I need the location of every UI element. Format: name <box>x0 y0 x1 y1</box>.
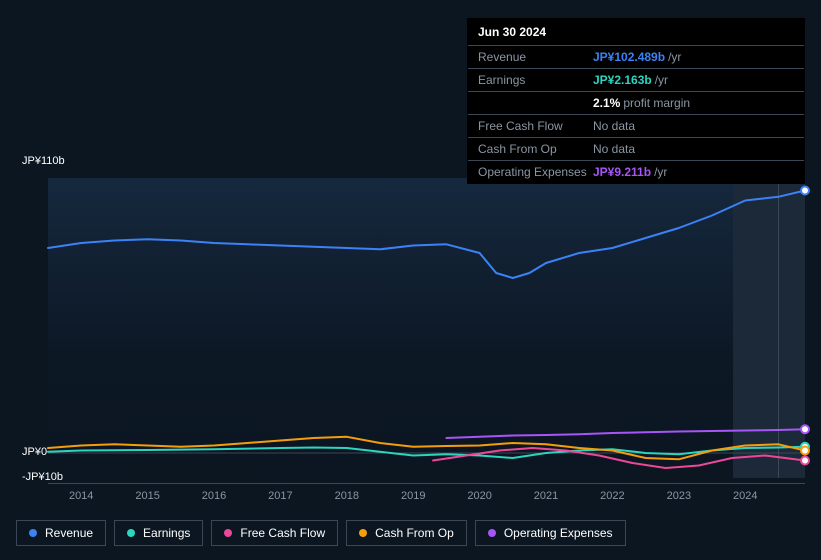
x-tick: 2015 <box>135 490 159 502</box>
tooltip-row-margin: 2.1%profit margin <box>468 92 804 115</box>
series-end-marker-revenue <box>801 187 809 195</box>
chart-lines <box>48 178 805 478</box>
tooltip-row-earnings: EarningsJP¥2.163b/yr <box>468 69 804 92</box>
x-tick: 2016 <box>202 490 226 502</box>
x-tick: 2017 <box>268 490 292 502</box>
tooltip-row-value: 2.1%profit margin <box>593 96 690 110</box>
tooltip-row-label: Cash From Op <box>478 142 593 156</box>
tooltip-row-label <box>478 96 593 110</box>
tooltip-row-label: Operating Expenses <box>478 165 593 179</box>
tooltip-row-fcf: Free Cash FlowNo data <box>468 115 804 138</box>
x-tick: 2024 <box>733 490 757 502</box>
legend-dot-icon <box>127 529 135 537</box>
tooltip-row-cfo: Cash From OpNo data <box>468 138 804 161</box>
tooltip-row-opex: Operating ExpensesJP¥9.211b/yr <box>468 161 804 183</box>
tooltip-row-label: Revenue <box>478 50 593 64</box>
legend-item-free_cash_flow[interactable]: Free Cash Flow <box>211 520 338 546</box>
legend-dot-icon <box>359 529 367 537</box>
financials-chart: JP¥110b JP¥0 -JP¥10b 2014201520162017201… <box>16 155 805 515</box>
legend-dot-icon <box>224 529 232 537</box>
series-line-operating_expenses <box>446 429 805 438</box>
series-line-revenue <box>48 191 805 279</box>
series-end-marker-cash_from_op <box>801 447 809 455</box>
legend-label: Free Cash Flow <box>240 526 325 540</box>
tooltip-date: Jun 30 2024 <box>468 19 804 46</box>
tooltip-row-value: JP¥102.489b/yr <box>593 50 681 64</box>
tooltip-row-label: Earnings <box>478 73 593 87</box>
tooltip-row-value: JP¥9.211b/yr <box>593 165 667 179</box>
legend-label: Operating Expenses <box>504 526 613 540</box>
y-axis-zero-label: JP¥0 <box>22 446 47 458</box>
legend-item-earnings[interactable]: Earnings <box>114 520 203 546</box>
x-tick: 2019 <box>401 490 425 502</box>
legend-item-revenue[interactable]: Revenue <box>16 520 106 546</box>
x-axis: 2014 2015 2016 2017 2018 2019 2020 2021 2022 2023… <box>48 483 805 505</box>
x-tick: 2018 <box>335 490 359 502</box>
tooltip-row-value: No data <box>593 142 635 156</box>
legend-label: Earnings <box>143 526 190 540</box>
legend-dot-icon <box>29 529 37 537</box>
x-tick: 2020 <box>467 490 491 502</box>
tooltip-row-revenue: RevenueJP¥102.489b/yr <box>468 46 804 69</box>
chart-legend: Revenue Earnings Free Cash Flow Cash From O… <box>16 520 626 546</box>
tooltip-row-value: JP¥2.163b/yr <box>593 73 668 87</box>
legend-label: Cash From Op <box>375 526 454 540</box>
legend-item-cash_from_op[interactable]: Cash From Op <box>346 520 467 546</box>
chart-tooltip: Jun 30 2024 RevenueJP¥102.489b/yrEarning… <box>467 18 805 184</box>
legend-label: Revenue <box>45 526 93 540</box>
legend-item-operating_expenses[interactable]: Operating Expenses <box>475 520 626 546</box>
series-end-marker-free_cash_flow <box>801 457 809 465</box>
x-tick: 2014 <box>69 490 93 502</box>
x-tick: 2021 <box>534 490 558 502</box>
tooltip-row-label: Free Cash Flow <box>478 119 593 133</box>
legend-dot-icon <box>488 529 496 537</box>
plot-area[interactable] <box>48 178 805 478</box>
x-tick: 2022 <box>600 490 624 502</box>
x-tick: 2023 <box>667 490 691 502</box>
series-end-marker-operating_expenses <box>801 425 809 433</box>
y-axis-max-label: JP¥110b <box>22 155 65 167</box>
tooltip-row-value: No data <box>593 119 635 133</box>
